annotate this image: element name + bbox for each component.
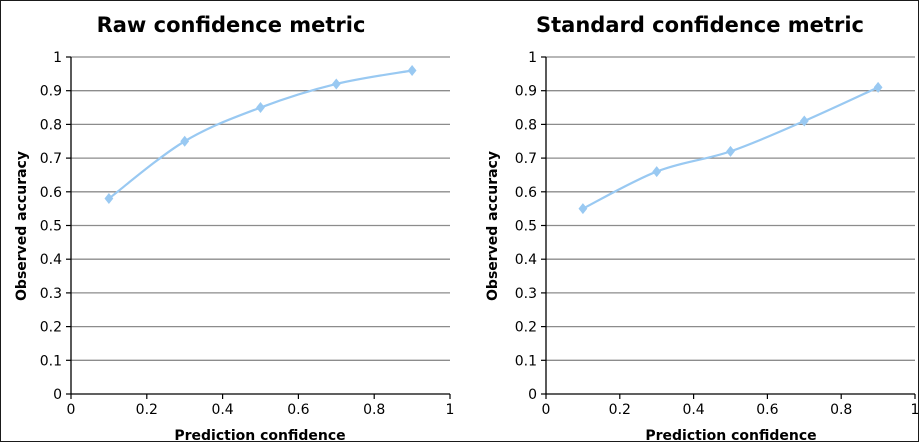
- y-tick-label: 0.8: [515, 117, 537, 133]
- plot-area: 0 0.1 0.2 0.3 0.4 0.5 0.6 0.7 0.8 0.9 1 0 0.2 0.4 0.6 0…: [515, 50, 919, 418]
- x-tick-label: 0: [67, 402, 76, 418]
- y-axis-label: Observed accuracy: [485, 151, 501, 301]
- chart-standard-confidence: Standard confidence metric Prediction co…: [485, 13, 919, 442]
- x-tick-label: 0.8: [830, 402, 852, 418]
- y-tick-label: 0.8: [40, 117, 62, 133]
- data-point: [104, 193, 114, 205]
- chart-title: Raw confidence metric: [97, 13, 366, 37]
- x-tick-label: 0.2: [609, 402, 631, 418]
- x-tick-label: 1: [911, 402, 919, 418]
- y-tick-label: 0.1: [515, 353, 537, 369]
- data-point: [407, 64, 417, 76]
- plot-area: 0 0.1 0.2 0.3 0.4 0.5 0.6 0.7 0.8 0.9 1 0 0.2 0.4 0.6 0…: [40, 50, 455, 418]
- x-tick-label: 0.4: [211, 402, 233, 418]
- y-tick-label: 0.5: [40, 219, 62, 235]
- y-tick-label: 0.1: [40, 353, 62, 369]
- data-point: [726, 145, 735, 157]
- y-tick-label: 1: [53, 50, 62, 66]
- x-tick-label: 0.8: [363, 402, 385, 418]
- data-point: [652, 166, 662, 178]
- x-tick-label: 0.2: [136, 402, 158, 418]
- y-tick-label: 0.9: [40, 84, 62, 100]
- y-tick-label: 0.9: [515, 84, 537, 100]
- data-point: [331, 78, 341, 90]
- series-line: [108, 69, 413, 200]
- x-tick-label: 0.4: [682, 402, 704, 418]
- y-tick-label: 0.4: [40, 252, 62, 268]
- y-tick-label: 0.6: [515, 185, 537, 201]
- y-tick-label: 1: [528, 50, 537, 66]
- y-tick-label: 0: [53, 387, 62, 403]
- data-point: [180, 135, 190, 147]
- x-axis-label: Prediction confidence: [645, 428, 816, 442]
- y-tick-label: 0: [528, 387, 537, 403]
- y-tick-label: 0.2: [40, 320, 62, 336]
- y-tick-label: 0.5: [515, 219, 537, 235]
- y-tick-label: 0.7: [515, 151, 537, 167]
- x-tick-label: 0: [542, 402, 551, 418]
- y-tick-label: 0.7: [40, 151, 62, 167]
- chart-title: Standard confidence metric: [536, 13, 864, 37]
- x-tick-label: 1: [446, 402, 455, 418]
- chart-raw-confidence: Raw confidence metric Prediction confide…: [14, 13, 454, 442]
- y-tick-label: 0.3: [515, 286, 537, 302]
- x-axis-label: Prediction confidence: [174, 428, 345, 442]
- y-axis-label: Observed accuracy: [14, 151, 30, 301]
- data-point: [256, 102, 265, 114]
- x-tick-label: 0.6: [756, 402, 778, 418]
- y-tick-label: 0.3: [40, 286, 62, 302]
- data-point: [578, 203, 588, 215]
- y-tick-label: 0.4: [515, 252, 537, 268]
- y-tick-label: 0.2: [515, 320, 537, 336]
- data-point: [799, 115, 809, 127]
- data-point: [873, 81, 883, 93]
- x-tick-label: 0.6: [287, 402, 309, 418]
- y-tick-label: 0.6: [40, 185, 62, 201]
